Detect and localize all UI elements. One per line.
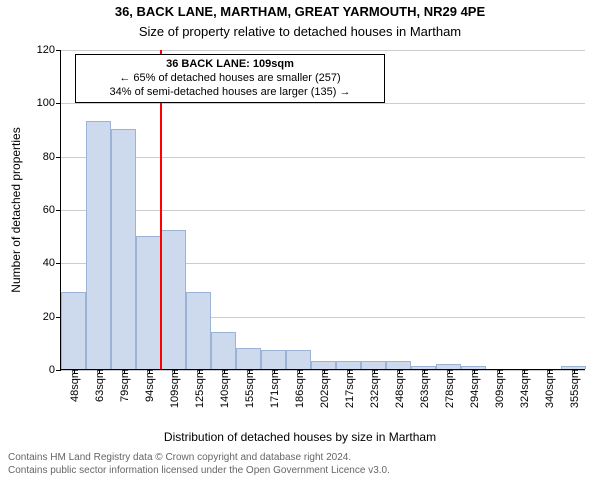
xtick-label: 232sqm [367, 369, 381, 408]
xtick-label: 125sqm [192, 369, 206, 408]
ytick-label: 120 [37, 44, 61, 56]
bar [286, 350, 311, 369]
chart-container: 36, BACK LANE, MARTHAM, GREAT YARMOUTH, … [0, 0, 600, 500]
xtick-label: 202sqm [317, 369, 331, 408]
bar [111, 129, 136, 369]
bar [86, 121, 111, 369]
xtick-label: 278sqm [442, 369, 456, 408]
xtick-label: 340sqm [542, 369, 556, 408]
annotation-line-2: ← 65% of detached houses are smaller (25… [82, 72, 378, 86]
bar [261, 350, 286, 369]
xtick-label: 294sqm [467, 369, 481, 408]
xtick-label: 171sqm [267, 369, 281, 408]
xtick-label: 109sqm [167, 369, 181, 408]
bar [336, 361, 361, 369]
xtick-label: 48sqm [67, 369, 81, 402]
bar [136, 236, 161, 369]
footer-attribution: Contains HM Land Registry data © Crown c… [8, 452, 390, 477]
bar [361, 361, 386, 369]
annotation-line-3: 34% of semi-detached houses are larger (… [82, 86, 378, 100]
ytick-label: 40 [43, 257, 61, 269]
bar [161, 230, 186, 369]
xtick-label: 79sqm [117, 369, 131, 402]
chart-title-1: 36, BACK LANE, MARTHAM, GREAT YARMOUTH, … [0, 4, 600, 19]
bar [186, 292, 211, 369]
xtick-label: 140sqm [217, 369, 231, 408]
bar [311, 361, 336, 369]
gridline [61, 210, 585, 211]
gridline [61, 157, 585, 158]
bar [386, 361, 411, 369]
footer-line-1: Contains HM Land Registry data © Crown c… [8, 452, 390, 465]
bar [61, 292, 86, 369]
ytick-label: 60 [43, 204, 61, 216]
chart-title-2: Size of property relative to detached ho… [0, 24, 600, 39]
xtick-label: 263sqm [417, 369, 431, 408]
ytick-label: 100 [37, 97, 61, 109]
xtick-label: 94sqm [142, 369, 156, 402]
bar [211, 332, 236, 369]
xtick-label: 324sqm [517, 369, 531, 408]
gridline [61, 103, 585, 104]
xtick-label: 355sqm [567, 369, 581, 408]
gridline [61, 50, 585, 51]
footer-line-2: Contains public sector information licen… [8, 465, 390, 478]
xtick-label: 248sqm [392, 369, 406, 408]
xtick-label: 217sqm [342, 369, 356, 408]
annotation-line-1: 36 BACK LANE: 109sqm [82, 58, 378, 72]
x-axis-label: Distribution of detached houses by size … [0, 430, 600, 444]
ytick-label: 20 [43, 311, 61, 323]
ytick-label: 0 [49, 364, 61, 376]
bar [236, 348, 261, 369]
xtick-label: 309sqm [492, 369, 506, 408]
annotation-box: 36 BACK LANE: 109sqm← 65% of detached ho… [75, 54, 385, 103]
xtick-label: 186sqm [292, 369, 306, 408]
xtick-label: 155sqm [242, 369, 256, 408]
ytick-label: 80 [43, 151, 61, 163]
y-axis-label: Number of detached properties [9, 127, 23, 292]
xtick-label: 63sqm [92, 369, 106, 402]
